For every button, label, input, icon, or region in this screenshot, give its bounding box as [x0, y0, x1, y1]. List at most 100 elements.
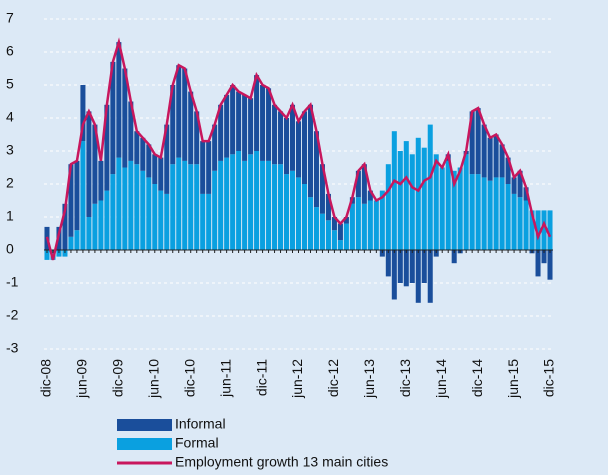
bar — [98, 200, 104, 250]
bar — [373, 200, 379, 250]
bar — [170, 85, 176, 165]
bar — [86, 111, 92, 217]
bar — [140, 170, 146, 250]
bar — [433, 250, 439, 257]
bar — [385, 250, 391, 277]
x-tick-label: dic-09 — [110, 359, 126, 397]
bar — [355, 170, 361, 198]
bar — [104, 190, 110, 250]
x-tick-label: dic-15 — [541, 359, 557, 397]
bar — [284, 174, 290, 250]
bar — [164, 124, 170, 194]
bar — [343, 217, 349, 224]
bar — [128, 160, 134, 250]
bar — [110, 174, 116, 250]
bar — [278, 111, 284, 165]
y-tick-label: -1 — [6, 274, 19, 290]
bar — [176, 157, 182, 250]
bar — [343, 223, 349, 250]
bar — [74, 160, 80, 231]
bar — [272, 164, 278, 250]
bar — [194, 111, 200, 165]
y-tick-label: 0 — [6, 241, 14, 257]
bar — [475, 174, 481, 250]
x-tick-label: dic-11 — [253, 359, 269, 396]
y-tick-label: 4 — [6, 109, 14, 125]
bar — [200, 141, 206, 194]
bar — [487, 180, 493, 250]
bar — [230, 154, 236, 250]
bar — [367, 190, 373, 201]
bar — [397, 151, 403, 250]
bar — [301, 111, 308, 184]
bar — [403, 250, 409, 287]
bar — [62, 203, 68, 250]
bar — [457, 167, 463, 250]
bar — [409, 154, 415, 250]
bar — [529, 210, 535, 250]
y-tick-label: 6 — [6, 43, 14, 59]
bar — [98, 160, 104, 201]
y-tick-label: 5 — [6, 76, 14, 92]
x-tick-label: dic-12 — [325, 359, 341, 397]
y-tick-label: 1 — [6, 208, 14, 224]
bar — [188, 164, 194, 250]
bar — [391, 131, 397, 250]
bar — [469, 111, 475, 175]
bar — [92, 203, 98, 250]
bar — [379, 190, 385, 250]
bar — [469, 174, 475, 250]
bar — [451, 170, 457, 250]
x-tick-label: dic-10 — [181, 359, 197, 397]
bar — [325, 193, 331, 221]
bar — [463, 154, 469, 250]
bar — [92, 124, 98, 204]
x-tick-label: jun-14 — [433, 359, 449, 399]
bar — [421, 250, 427, 283]
bar — [313, 207, 319, 250]
bar — [266, 88, 272, 161]
x-tick-label: dic-13 — [397, 359, 413, 397]
bar — [242, 160, 248, 250]
bar — [212, 124, 218, 171]
bar — [218, 160, 224, 250]
bar — [547, 210, 553, 250]
bar — [445, 160, 451, 250]
bar — [68, 164, 74, 237]
bar — [224, 94, 230, 158]
bar — [116, 42, 122, 158]
bar — [278, 164, 284, 250]
bar — [319, 213, 325, 250]
bar — [403, 141, 409, 250]
bar — [295, 121, 302, 178]
bar — [349, 203, 355, 250]
bar — [254, 75, 260, 151]
bar — [439, 167, 445, 250]
x-tick-label: jun-15 — [505, 359, 521, 399]
bar — [361, 203, 367, 250]
bar — [409, 250, 415, 283]
bar — [128, 101, 134, 161]
bar — [110, 61, 116, 175]
bar — [254, 151, 260, 250]
bar — [541, 210, 547, 250]
bar — [505, 184, 511, 250]
bar — [188, 91, 194, 165]
bar — [176, 65, 182, 158]
bar — [248, 98, 254, 155]
bar — [272, 104, 278, 165]
bar — [397, 250, 403, 283]
x-tick-label: jun-11 — [217, 359, 233, 398]
bar — [337, 240, 343, 250]
bar — [415, 250, 421, 303]
bar — [218, 104, 224, 161]
y-tick-label: 3 — [6, 142, 14, 158]
bar — [307, 197, 313, 250]
bar — [307, 104, 313, 198]
x-tick-label: dic-08 — [38, 359, 54, 397]
bar — [182, 68, 188, 161]
bar — [517, 170, 523, 198]
bar — [194, 164, 200, 250]
bar — [511, 177, 517, 194]
